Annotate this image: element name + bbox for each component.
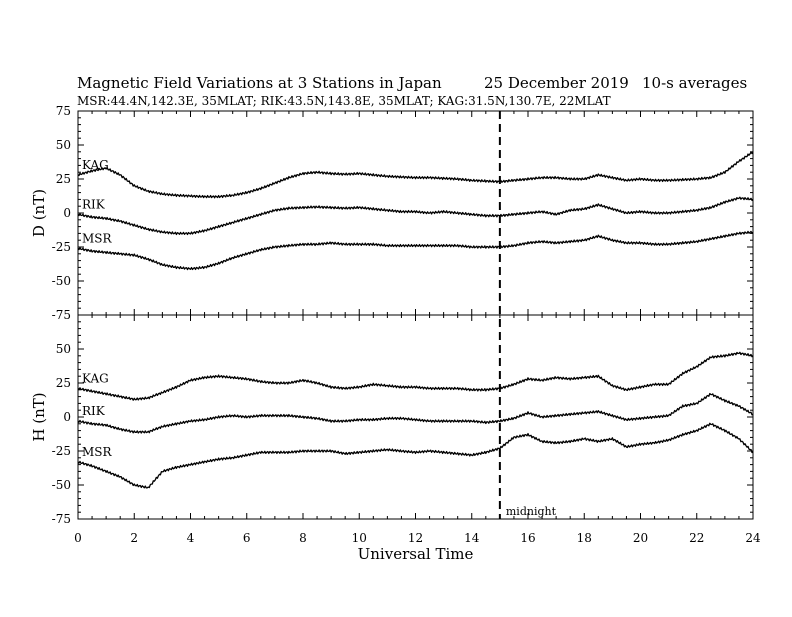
y-tick-label: -25 (52, 444, 71, 458)
series-label-KAG-D: KAG (82, 158, 109, 172)
y-axis-title-H: H (nT) (30, 392, 48, 441)
midnight-marker-label: midnight (506, 505, 557, 518)
series-label-RIK-H: RIK (82, 404, 106, 418)
series-label-MSR-D: MSR (82, 231, 113, 245)
x-tick-label: 22 (689, 531, 704, 545)
x-tick-label: 20 (633, 531, 648, 545)
x-axis-title: Universal Time (358, 545, 474, 563)
x-tick-label: 8 (299, 531, 307, 545)
y-tick-label: 75 (56, 104, 71, 118)
series-KAG-H (77, 351, 754, 401)
series-MSR-D (77, 230, 754, 271)
y-tick-label: 0 (63, 206, 71, 220)
x-tick-label: 0 (74, 531, 82, 545)
x-tick-label: 16 (520, 531, 535, 545)
y-tick-label: -75 (52, 308, 71, 322)
x-tick-label: 14 (464, 531, 480, 545)
y-tick-label: -75 (52, 512, 71, 526)
y-tick-label: -50 (52, 478, 71, 492)
y-tick-label: 0 (63, 410, 71, 424)
chart-date: 25 December 2019 (484, 74, 629, 92)
chart-averaging: 10-s averages (642, 74, 747, 92)
y-tick-label: 25 (56, 172, 71, 186)
panel-H: 50 25 0 -25 -50 -75 H (nT) KAG RIK MSR (30, 314, 754, 526)
y-axis-title-D: D (nT) (30, 189, 48, 237)
x-tick-label: 10 (352, 531, 367, 545)
y-tick-label: -25 (52, 240, 71, 254)
series-label-RIK-D: RIK (82, 197, 106, 211)
x-tick-label: 4 (187, 531, 195, 545)
panel-D: 75 50 25 0 -25 -50 -75 D (nT) KAG RIK MSR (30, 104, 754, 322)
y-tick-label: -50 (52, 274, 71, 288)
y-tick-label: 50 (56, 138, 71, 152)
x-tick-label: 2 (130, 531, 138, 545)
station-coordinates: MSR:44.4N,142.3E, 35MLAT; RIK:43.5N,143.… (77, 94, 611, 108)
x-tick-label: 24 (745, 531, 761, 545)
series-label-KAG-H: KAG (82, 371, 109, 385)
x-tick-label: 6 (243, 531, 251, 545)
chart-layer: 75 50 25 0 -25 -50 -75 D (nT) KAG RIK MSR 50 25 0 -25 -… (30, 104, 761, 563)
series-KAG-D (77, 151, 754, 199)
series-RIK-D (77, 196, 754, 236)
chart-title: Magnetic Field Variations at 3 Stations … (77, 74, 442, 92)
series-label-MSR-H: MSR (82, 445, 113, 459)
series-RIK-H (77, 392, 754, 434)
x-tick-label: 18 (577, 531, 592, 545)
x-tick-label: 12 (408, 531, 423, 545)
series-MSR-H (77, 422, 754, 489)
y-tick-label: 50 (56, 342, 71, 356)
y-tick-label: 25 (56, 376, 71, 390)
